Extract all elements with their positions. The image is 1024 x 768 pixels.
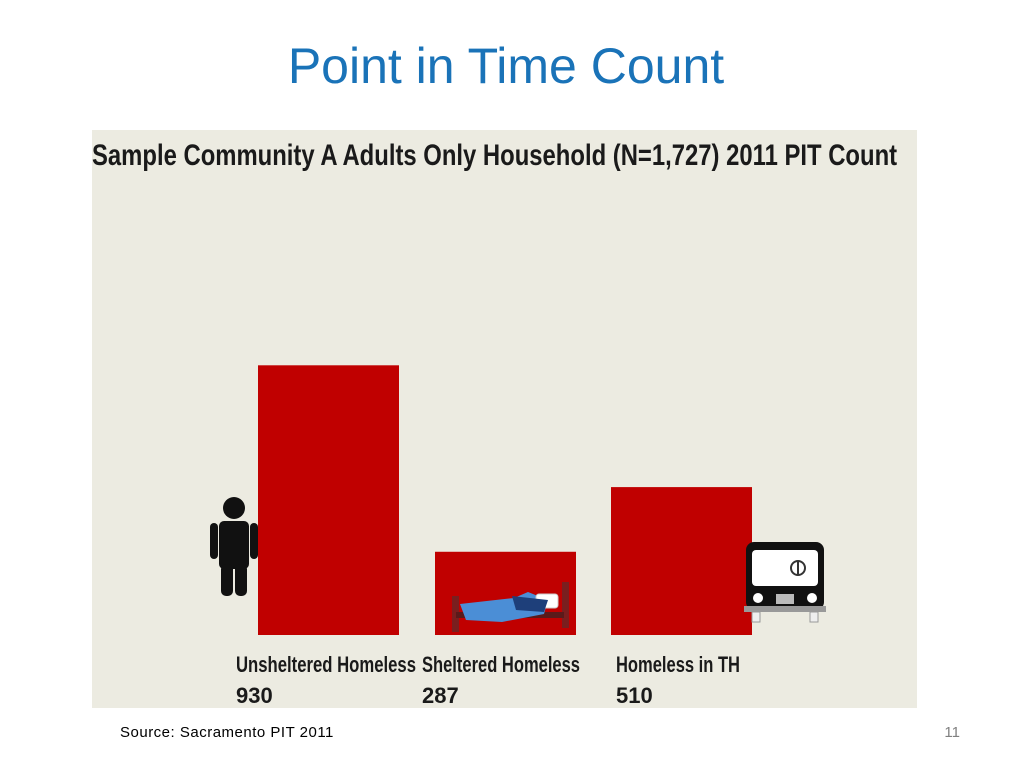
bed-icon [452, 582, 569, 632]
category-label: Unsheltered Homeless [236, 652, 416, 677]
value-label: 510 [616, 683, 653, 708]
bar-chart: Unsheltered Homeless 930 Sheltered Homeles… [210, 365, 826, 708]
chart-title: Sample Community A Adults Only Household… [92, 139, 898, 172]
person-icon [210, 497, 258, 596]
page-number: 11 [944, 724, 960, 741]
value-label: 287 [422, 683, 459, 708]
bar-homeless-in-th [611, 487, 752, 635]
category-label: Sheltered Homeless [422, 652, 580, 677]
category-label: Homeless in TH [616, 652, 740, 677]
chart-panel: Unsheltered Homeless 930 Sheltered Homeles… [92, 130, 917, 708]
bar-unsheltered-homeless [258, 365, 399, 635]
bus-icon [744, 542, 826, 623]
source-note: Source: Sacramento PIT 2011 [120, 724, 334, 741]
slide-title: Point in Time Count [287, 38, 725, 94]
value-label: 930 [236, 683, 273, 708]
